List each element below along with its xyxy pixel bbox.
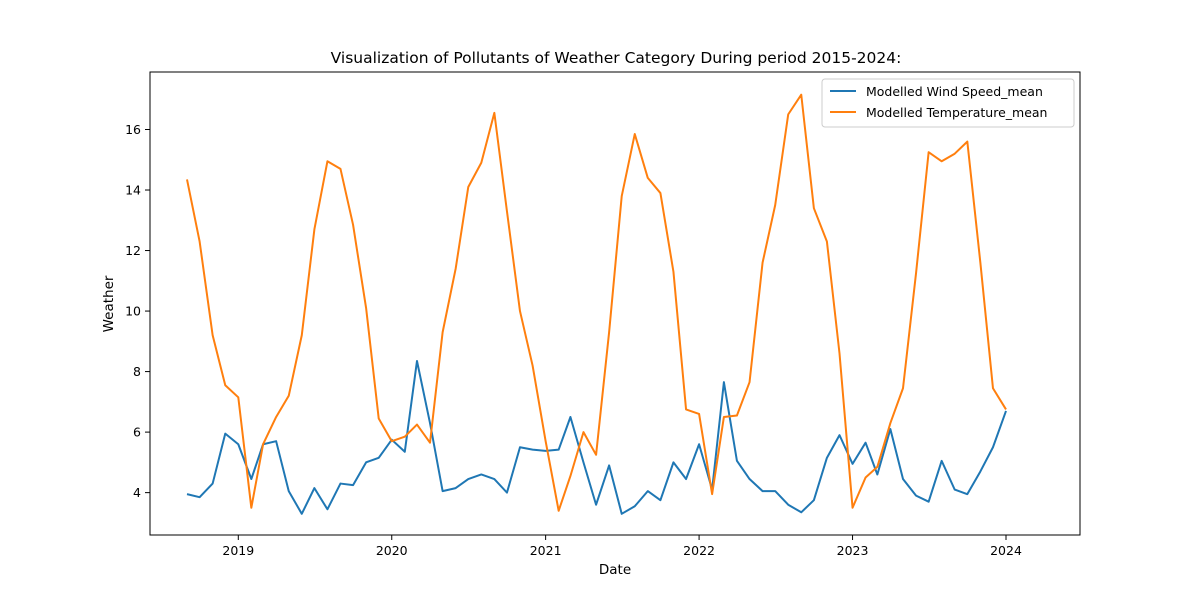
- x-tick-label: 2023: [837, 543, 869, 558]
- x-tick-label: 2024: [990, 543, 1022, 558]
- plot-frame: [149, 71, 1081, 536]
- x-tick-label: 2019: [222, 543, 254, 558]
- y-tick-label: 14: [125, 183, 141, 198]
- legend-box: [821, 78, 1075, 128]
- y-tick-label: 16: [125, 122, 141, 137]
- x-tick-label: 2020: [376, 543, 408, 558]
- y-axis-label: Weather: [101, 275, 117, 332]
- y-tick-label: 6: [133, 425, 141, 440]
- y-tick-label: 12: [125, 243, 141, 258]
- legend: Modelled Wind Speed_mean Modelled Temper…: [821, 78, 1075, 128]
- x-axis-ticks: 2019 2020 2021 2022 2023 2024: [222, 535, 1022, 558]
- legend-label-temperature: Modelled Temperature_mean: [866, 105, 1047, 120]
- y-tick-label: 10: [125, 304, 141, 319]
- legend-label-wind-speed: Modelled Wind Speed_mean: [866, 84, 1043, 99]
- x-axis-label: Date: [599, 562, 631, 578]
- y-axis-ticks: 4 6 8 10 12 14 16: [125, 122, 150, 500]
- series-line-temperature: [186, 93, 1007, 512]
- series-line-wind-speed: [186, 360, 1007, 515]
- x-tick-label: 2021: [530, 543, 562, 558]
- y-tick-label: 4: [133, 485, 141, 500]
- x-tick-label: 2022: [683, 543, 715, 558]
- y-tick-label: 8: [133, 364, 141, 379]
- plot-lines: [186, 93, 1007, 515]
- chart-title: Visualization of Pollutants of Weather C…: [331, 49, 902, 67]
